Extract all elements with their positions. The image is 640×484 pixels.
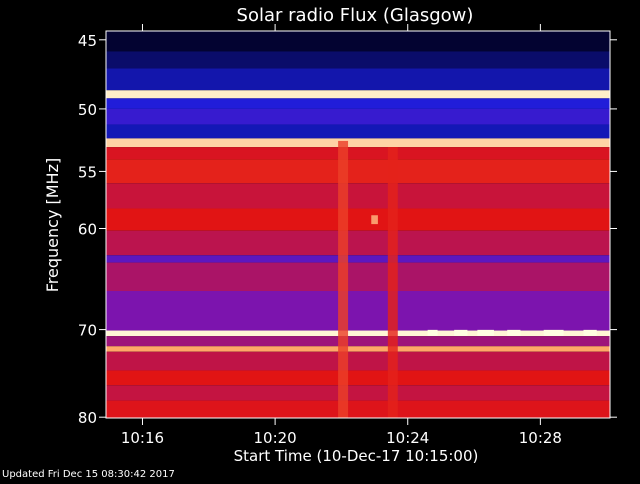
emission-segment-1: [427, 329, 438, 336]
y-tick-label-55: 55: [78, 163, 97, 181]
band-5: [106, 98, 610, 109]
band-6: [106, 108, 610, 125]
band-15: [106, 262, 610, 292]
band-8: [106, 138, 610, 148]
y-tick-label-80: 80: [78, 409, 97, 427]
band-18: [106, 336, 610, 347]
y-tick-label-60: 60: [78, 220, 97, 238]
y-axis-label: Frequency [MHz]: [43, 158, 62, 292]
band-20: [106, 351, 610, 371]
band-17: [106, 330, 610, 337]
band-11: [106, 183, 610, 209]
emission-segment-2: [454, 329, 468, 336]
burst-1: [338, 140, 349, 418]
y-tick-label-70: 70: [78, 322, 97, 340]
emission-segment-3: [477, 329, 494, 336]
band-14: [106, 255, 610, 263]
chart-title: Solar radio Flux (Glasgow): [237, 5, 474, 26]
band-1: [106, 31, 610, 52]
band-4: [106, 90, 610, 99]
band-9: [106, 147, 610, 160]
x-tick-label-2: 10:20: [253, 429, 296, 447]
band-7: [106, 124, 610, 139]
burst-2: [387, 147, 398, 418]
band-10: [106, 159, 610, 184]
footer-text: Updated Fri Dec 15 08:30:42 2017: [2, 469, 175, 480]
band-2: [106, 51, 610, 69]
band-23: [106, 400, 610, 418]
band-12: [106, 208, 610, 231]
band-19: [106, 346, 610, 352]
emission-segment-6: [583, 329, 597, 336]
x-axis-label: Start Time (10-Dec-17 10:15:00): [234, 447, 479, 465]
burst-3: [371, 215, 378, 225]
band-22: [106, 385, 610, 401]
x-tick-label-4: 10:28: [519, 429, 562, 447]
band-21: [106, 370, 610, 386]
x-tick-label-1: 10:16: [121, 429, 164, 447]
emission-segment-4: [507, 329, 521, 336]
y-tick-label-50: 50: [78, 101, 97, 119]
plot-frame: [105, 30, 611, 419]
band-3: [106, 68, 610, 91]
band-16: [106, 291, 610, 331]
x-tick-label-3: 10:24: [386, 429, 429, 447]
band-13: [106, 230, 610, 256]
emission-segment-5: [543, 329, 564, 336]
y-tick-label-45: 45: [78, 32, 97, 50]
